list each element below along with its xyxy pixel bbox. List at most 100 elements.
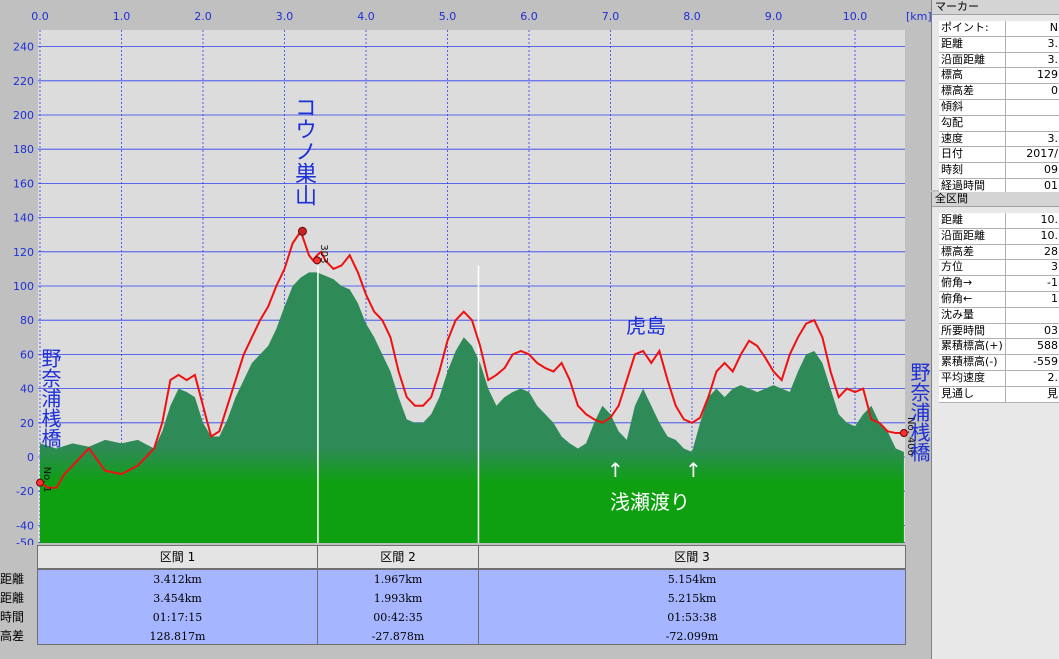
- marker-label: No. 1: [41, 467, 52, 493]
- y-tick-label: 140: [13, 212, 34, 225]
- segment-value: 3.412km: [153, 573, 202, 586]
- y-tick-label: 200: [13, 109, 34, 122]
- y-tick-label: 80: [20, 314, 34, 327]
- segment-table: 距離 距離 時間 高差 区間 1 区間 2 区間 3 3.412km 3.454…: [0, 545, 906, 645]
- marker-label: 303: [318, 244, 329, 263]
- x-tick-label: 10.0: [843, 10, 868, 23]
- end-name-label: 野奈浦桟橋: [907, 362, 931, 462]
- peak-marker[interactable]: [297, 226, 307, 236]
- panel-row: 沈み量: [939, 307, 1059, 324]
- panel-row: 日付 2017/: [939, 147, 1059, 164]
- panel-row-value: -559: [1033, 355, 1058, 369]
- ford-arrow-right-icon: ↑: [685, 458, 702, 482]
- panel-row-value: 3.: [1047, 131, 1059, 145]
- total-panel-title: 全区間: [932, 192, 1059, 207]
- y-tick-label: 0: [27, 451, 34, 464]
- panel-row-key: 沈み量: [939, 307, 1006, 323]
- panel-row: ポイント: N: [939, 21, 1059, 37]
- panel-row-value: 28: [1044, 244, 1058, 258]
- panel-row: 所要時間 03: [939, 323, 1059, 340]
- panel-row-key: 俯角→: [939, 276, 1006, 291]
- panel-row: 沿面距離 3.: [939, 52, 1059, 69]
- y-tick-label: 40: [20, 383, 34, 396]
- x-tick-label: 3.0: [276, 10, 294, 23]
- panel-row-value: 2017/: [1026, 147, 1058, 161]
- panel-row-key: 見通し: [939, 386, 1006, 402]
- segment-3-header[interactable]: 区間 3: [478, 545, 906, 569]
- panel-row-value: 03: [1044, 323, 1058, 337]
- panel-row-value: [1006, 116, 1059, 131]
- segment-3-values[interactable]: 5.154km 5.215km 01:53:38 -72.099m: [478, 569, 906, 645]
- row-label: 距離: [0, 591, 25, 605]
- panel-row-value: 129: [1037, 68, 1058, 82]
- panel-row-value: 見: [1047, 386, 1058, 400]
- panel-row: 速度 3.: [939, 131, 1059, 148]
- x-tick-label: 1.0: [113, 10, 131, 23]
- y-tick-label: 240: [13, 41, 34, 54]
- marker-panel-title: マーカー: [932, 0, 1059, 15]
- segment-2-values[interactable]: 1.967km 1.993km 00:42:35 -27.878m: [317, 569, 479, 645]
- panel-row-key: 所要時間: [939, 323, 1006, 339]
- panel-row-value: -1: [1047, 276, 1058, 290]
- panel-row-key: 経過時間: [939, 178, 1006, 194]
- segment-1-values[interactable]: 3.412km 3.454km 01:17:15 128.817m: [37, 569, 318, 645]
- ford-arrow-left-icon: ↑: [607, 458, 624, 482]
- y-tick-label: 180: [13, 143, 34, 156]
- panel-row-key: 速度: [939, 131, 1006, 147]
- segment-value: 5.154km: [667, 573, 717, 586]
- terrain-area: [40, 272, 904, 543]
- panel-row: 俯角→ -1: [939, 276, 1059, 292]
- y-tick-label: 20: [20, 417, 34, 430]
- panel-row-value: [1006, 100, 1059, 115]
- segment-value: 1.967km: [373, 573, 423, 586]
- panel-row-key: 沿面距離: [939, 228, 1006, 244]
- y-tick-label: 100: [13, 280, 34, 293]
- panel-row: 標高差 28: [939, 244, 1059, 261]
- panel-row-value: 09: [1044, 163, 1058, 177]
- y-tick-label: 60: [20, 348, 34, 361]
- segment-2-header[interactable]: 区間 2: [317, 545, 479, 569]
- panel-row: 平均速度 2.: [939, 370, 1059, 387]
- x-tick-label: 2.0: [194, 10, 212, 23]
- panel-row: 勾配: [939, 115, 1059, 132]
- x-tick-label: 6.0: [520, 10, 538, 23]
- segment-value: 3.454km: [153, 592, 202, 605]
- island-name-label: 虎島: [626, 314, 666, 338]
- panel-row-value: 3.: [1047, 52, 1059, 66]
- x-tick-label: 5.0: [439, 10, 457, 23]
- panel-row-value: 10.: [1040, 228, 1059, 242]
- panel-row-key: 勾配: [939, 115, 1006, 131]
- total-panel: 全区間 距離 10. 沿面距離 10. 標高差 28 方位 3 俯角→ -1 俯角← 1 沈み量 所要時間…: [931, 192, 1059, 659]
- x-tick-label: 9.0: [765, 10, 783, 23]
- panel-row-key: 沿面距離: [939, 52, 1006, 68]
- panel-row-value: [1006, 308, 1059, 323]
- panel-row-value: 588: [1037, 339, 1058, 353]
- marker-point[interactable]: [36, 478, 44, 487]
- elevation-line[interactable]: [39, 229, 904, 489]
- panel-row-key: 累積標高(-): [939, 355, 1006, 370]
- marker-point[interactable]: [313, 256, 322, 265]
- elevation-profile-chart[interactable]: 240220200180160140120100806040200-20-40-…: [0, 0, 931, 545]
- panel-row: 累積標高(-) -559: [939, 355, 1059, 371]
- panel-row-value: N: [1049, 21, 1058, 34]
- panel-row-key: 日付: [939, 147, 1006, 163]
- segment-1-header[interactable]: 区間 1: [37, 545, 318, 569]
- panel-row: 累積標高(+) 588: [939, 339, 1059, 356]
- ford-label: 浅瀬渡り: [610, 490, 690, 514]
- panel-row: 標高 129: [939, 68, 1059, 85]
- segment-value: -72.099m: [665, 630, 719, 643]
- panel-row-key: 標高差: [939, 244, 1006, 260]
- panel-row: 標高差 0: [939, 84, 1059, 100]
- panel-row-key: 標高差: [939, 84, 1006, 99]
- x-tick-label: 8.0: [683, 10, 701, 23]
- panel-row-key: 傾斜: [939, 99, 1006, 115]
- row-label: 距離: [0, 572, 25, 586]
- panel-row-value: 2.: [1047, 370, 1059, 384]
- row-label: 時間: [0, 610, 25, 624]
- panel-row-value: 1: [1051, 291, 1058, 305]
- y-tick-label: -20: [16, 485, 34, 498]
- panel-row: 傾斜: [939, 99, 1059, 116]
- panel-row-key: 時刻: [939, 163, 1006, 178]
- marker-point[interactable]: [899, 429, 908, 438]
- panel-row: 距離 3.: [939, 36, 1059, 53]
